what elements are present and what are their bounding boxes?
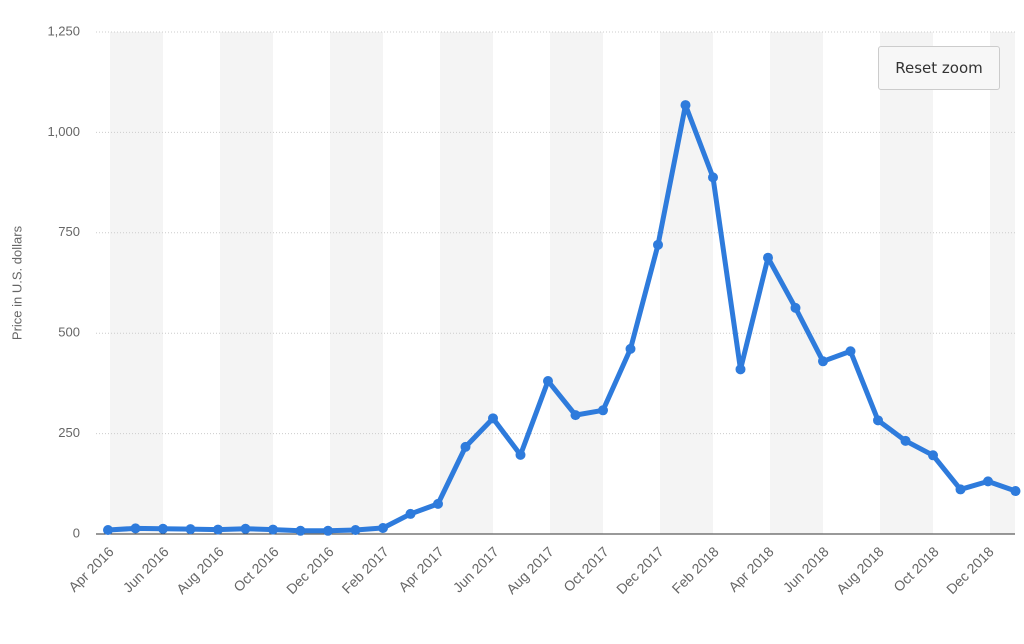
x-tick-label: Feb 2017 — [339, 543, 392, 596]
point — [708, 172, 718, 183]
point — [488, 413, 498, 424]
point — [103, 524, 113, 535]
y-tick-label: 750 — [58, 224, 80, 239]
band — [660, 32, 713, 534]
band — [440, 32, 493, 534]
y-tick-label: 1,000 — [47, 124, 80, 139]
point — [350, 524, 361, 535]
point — [405, 508, 416, 519]
point — [790, 302, 801, 313]
band — [110, 32, 163, 534]
point — [818, 356, 828, 367]
x-tick-label: Oct 2016 — [230, 543, 282, 595]
point — [928, 450, 938, 461]
x-tick-label: Oct 2018 — [890, 543, 942, 595]
y-tick-label: 500 — [58, 325, 80, 340]
x-tick-label: Feb 2018 — [669, 543, 722, 596]
band — [880, 32, 933, 534]
x-tick-label: Jun 2017 — [450, 543, 502, 595]
band — [770, 32, 823, 534]
point — [900, 435, 911, 446]
point — [873, 415, 883, 426]
x-tick-label: Aug 2016 — [173, 543, 227, 597]
band — [330, 32, 383, 534]
point — [460, 441, 471, 452]
point — [983, 476, 993, 487]
y-tick-label: 1,250 — [47, 23, 80, 38]
point — [268, 524, 278, 535]
point — [213, 524, 223, 535]
x-tick-label: Oct 2017 — [560, 543, 612, 595]
y-tick-label: 0 — [73, 525, 80, 540]
point — [763, 252, 773, 263]
point — [323, 525, 333, 536]
point — [158, 523, 168, 534]
point — [378, 522, 388, 533]
point — [625, 343, 636, 354]
band — [220, 32, 273, 534]
point — [433, 498, 443, 509]
point — [680, 100, 691, 111]
point — [295, 525, 306, 536]
x-tick-label: Aug 2018 — [833, 543, 887, 597]
point — [240, 523, 251, 534]
point — [845, 346, 856, 357]
x-tick-label: Apr 2018 — [725, 543, 777, 595]
point — [1010, 486, 1021, 497]
x-tick-label: Dec 2018 — [943, 543, 997, 597]
point — [955, 484, 966, 495]
x-tick-label: Apr 2016 — [65, 543, 117, 595]
x-tick-label: Aug 2017 — [503, 543, 557, 597]
y-tick-label: 250 — [58, 425, 80, 440]
point — [185, 524, 196, 535]
band — [550, 32, 603, 534]
reset-zoom-button[interactable]: Reset zoom — [878, 46, 1000, 90]
point — [130, 523, 141, 534]
point — [598, 405, 608, 416]
x-tick-label: Jun 2018 — [780, 543, 832, 595]
point — [515, 449, 526, 460]
band — [990, 32, 1015, 534]
point — [653, 239, 663, 250]
y-axis-label: Price in U.S. dollars — [9, 225, 24, 340]
x-tick-label: Dec 2016 — [283, 543, 337, 597]
line — [107, 102, 1017, 534]
x-tick-label: Jun 2016 — [120, 543, 172, 595]
point — [735, 364, 746, 375]
point — [543, 375, 553, 386]
x-tick-label: Apr 2017 — [395, 543, 447, 595]
point — [570, 410, 581, 421]
x-tick-label: Dec 2017 — [613, 543, 667, 597]
